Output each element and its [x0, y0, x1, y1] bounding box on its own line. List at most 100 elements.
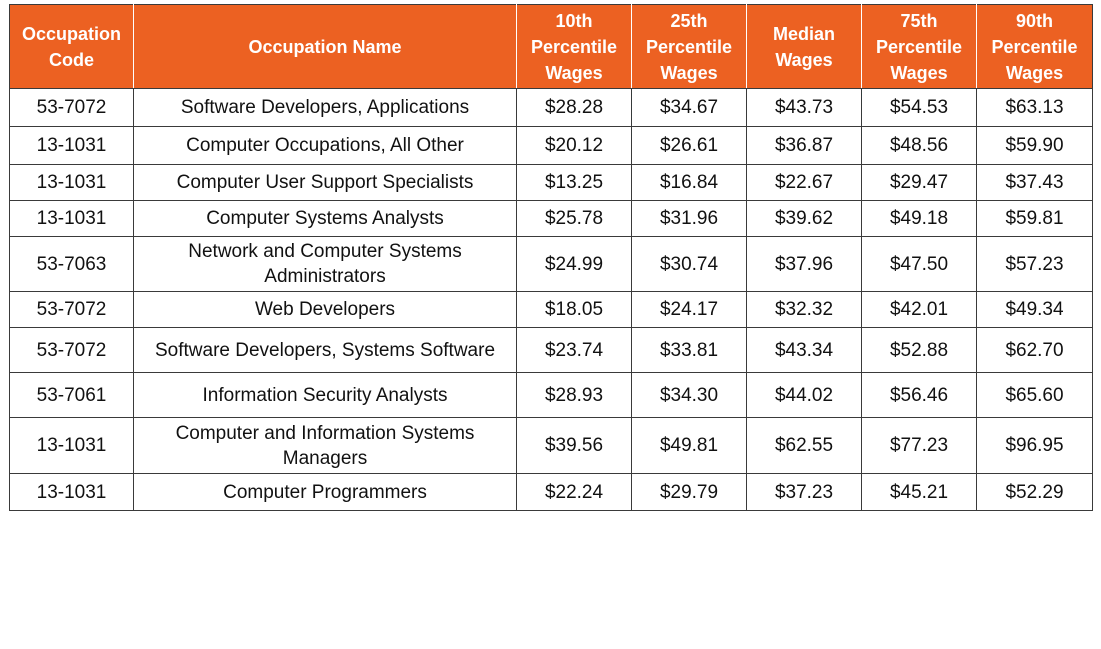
header-text-line: 10th [555, 10, 593, 31]
header-text-line: Wages [545, 62, 603, 83]
p25-wage-cell: $26.61 [631, 126, 747, 165]
median-wage-cell: $36.87 [746, 126, 862, 165]
occupation-name-cell: Computer Occupations, All Other [133, 126, 517, 165]
occupation-name-cell: Software Developers, Applications [133, 88, 517, 127]
occupation-code-cell: 13-1031 [9, 164, 134, 201]
p90-wage-cell: $57.23 [976, 236, 1093, 292]
occupation-code-cell: 13-1031 [9, 417, 134, 474]
table-row: 13-1031 Computer and Information Systems … [9, 417, 1093, 474]
occupation-code-cell: 13-1031 [9, 473, 134, 511]
median-wage-cell: $22.67 [746, 164, 862, 201]
table-row: 53-7072 Software Developers, Systems Soft… [9, 327, 1093, 373]
header-text-line: Percentile [875, 36, 963, 57]
header-occupation-code: Occupation Code [9, 4, 134, 89]
p25-wage-cell: $34.67 [631, 88, 747, 127]
p25-wage-cell: $16.84 [631, 164, 747, 201]
p10-wage-cell: $28.93 [516, 372, 632, 418]
median-wage-cell: $43.34 [746, 327, 862, 373]
p75-wage-cell: $49.18 [861, 200, 977, 237]
header-text-line: 90th [1015, 10, 1053, 31]
occupation-name-cell: Computer User Support Specialists [133, 164, 517, 201]
p10-wage-cell: $22.24 [516, 473, 632, 511]
wages-table: Occupation Code Occupation Name 10th Percent… [9, 4, 1093, 511]
table-row: 53-7072 Software Developers, Applications… [9, 88, 1093, 127]
table-row: 13-1031 Computer Programmers $22.24 $29.79 $… [9, 473, 1093, 511]
occupation-code-cell: 13-1031 [9, 126, 134, 165]
header-text-line: Wages [660, 62, 718, 83]
occupation-code-cell: 13-1031 [9, 200, 134, 237]
p90-wage-cell: $59.81 [976, 200, 1093, 237]
p75-wage-cell: $42.01 [861, 291, 977, 328]
median-wage-cell: $32.32 [746, 291, 862, 328]
p75-wage-cell: $29.47 [861, 164, 977, 201]
p25-wage-cell: $49.81 [631, 417, 747, 474]
median-wage-cell: $44.02 [746, 372, 862, 418]
occupation-name-cell: Software Developers, Systems Software [133, 327, 517, 373]
p25-wage-cell: $30.74 [631, 236, 747, 292]
median-wage-cell: $37.96 [746, 236, 862, 292]
median-wage-cell: $37.23 [746, 473, 862, 511]
header-text-line: Code [49, 49, 94, 70]
header-text-line: 25th [670, 10, 708, 31]
header-text-line: Percentile [530, 36, 618, 57]
median-wage-cell: $39.62 [746, 200, 862, 237]
occupation-name-cell: Web Developers [133, 291, 517, 328]
occupation-name-cell: Computer Programmers [133, 473, 517, 511]
p25-wage-cell: $29.79 [631, 473, 747, 511]
header-text-line: Percentile [991, 36, 1078, 57]
p90-wage-cell: $49.34 [976, 291, 1093, 328]
p75-wage-cell: $48.56 [861, 126, 977, 165]
p75-wage-cell: $47.50 [861, 236, 977, 292]
table-body: 53-7072 Software Developers, Applications… [9, 88, 1093, 511]
p10-wage-cell: $23.74 [516, 327, 632, 373]
p25-wage-cell: $31.96 [631, 200, 747, 237]
p10-wage-cell: $18.05 [516, 291, 632, 328]
header-text-line: Occupation Name [248, 36, 402, 57]
header-text-line: Wages [1005, 62, 1064, 83]
header-text-line: Wages [775, 49, 833, 70]
p75-wage-cell: $52.88 [861, 327, 977, 373]
header-row: Occupation Code Occupation Name 10th Percent… [9, 4, 1093, 89]
p90-wage-cell: $65.60 [976, 372, 1093, 418]
median-wage-cell: $62.55 [746, 417, 862, 474]
occupation-code-cell: 53-7063 [9, 236, 134, 292]
header-75th-percentile: 75th Percentile Wages [861, 4, 977, 89]
table-row: 13-1031 Computer Occupations, All Other $2… [9, 126, 1093, 165]
table-row: 13-1031 Computer Systems Analysts $25.78 $3… [9, 200, 1093, 237]
p25-wage-cell: $34.30 [631, 372, 747, 418]
header-10th-percentile: 10th Percentile Wages [516, 4, 632, 89]
p90-wage-cell: $96.95 [976, 417, 1093, 474]
header-occupation-name: Occupation Name [133, 4, 517, 89]
header-text-line: Median [772, 23, 835, 44]
p10-wage-cell: $24.99 [516, 236, 632, 292]
p90-wage-cell: $59.90 [976, 126, 1093, 165]
p90-wage-cell: $52.29 [976, 473, 1093, 511]
p90-wage-cell: $37.43 [976, 164, 1093, 201]
occupation-name-cell: Information Security Analysts [133, 372, 517, 418]
p75-wage-cell: $56.46 [861, 372, 977, 418]
p10-wage-cell: $25.78 [516, 200, 632, 237]
occupation-code-cell: 53-7061 [9, 372, 134, 418]
p75-wage-cell: $77.23 [861, 417, 977, 474]
p90-wage-cell: $63.13 [976, 88, 1093, 127]
p90-wage-cell: $62.70 [976, 327, 1093, 373]
table-header: Occupation Code Occupation Name 10th Percent… [9, 4, 1093, 89]
header-text-line: Occupation [21, 23, 121, 44]
occupation-name-cell: Computer and Information Systems Manager… [133, 417, 517, 474]
occupation-code-cell: 53-7072 [9, 291, 134, 328]
p10-wage-cell: $13.25 [516, 164, 632, 201]
header-90th-percentile: 90th Percentile Wages [976, 4, 1093, 89]
p25-wage-cell: $33.81 [631, 327, 747, 373]
header-text-line: Percentile [645, 36, 733, 57]
header-25th-percentile: 25th Percentile Wages [631, 4, 747, 89]
occupation-code-cell: 53-7072 [9, 88, 134, 127]
header-median: Median Wages [746, 4, 862, 89]
header-text-line: Wages [890, 62, 948, 83]
table-row: 13-1031 Computer User Support Specialists… [9, 164, 1093, 201]
occupation-name-cell: Network and Computer Systems Administrat… [133, 236, 517, 292]
p75-wage-cell: $54.53 [861, 88, 977, 127]
occupation-name-cell: Computer Systems Analysts [133, 200, 517, 237]
p10-wage-cell: $20.12 [516, 126, 632, 165]
p10-wage-cell: $28.28 [516, 88, 632, 127]
median-wage-cell: $43.73 [746, 88, 862, 127]
